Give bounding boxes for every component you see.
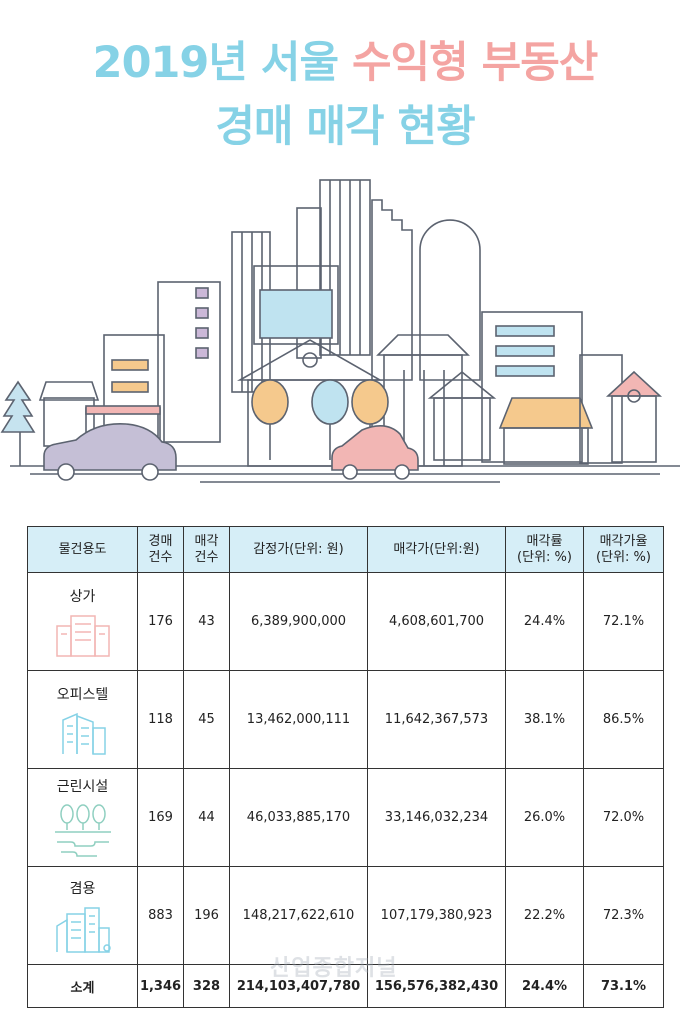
sale-price-value: 4,608,601,700 xyxy=(367,572,506,671)
category-cell: 상가 xyxy=(27,572,138,671)
price-rate-value: 72.3% xyxy=(583,866,664,965)
sold-count: 45 xyxy=(183,670,230,769)
sold-count: 43 xyxy=(183,572,230,671)
total-auction-count: 1,346 xyxy=(137,964,184,1008)
auction-summary-table: 물건용도 경매 건수 매각 건수 감정가(단위: 원) 매각가(단위:원) 매각률(… xyxy=(27,526,664,1008)
appraisal-value: 13,462,000,111 xyxy=(229,670,368,769)
header-auction-count: 경매 건수 xyxy=(137,526,184,573)
sale-price-value: 11,642,367,573 xyxy=(367,670,506,769)
appraisal-value: 6,389,900,000 xyxy=(229,572,368,671)
total-appraisal: 214,103,407,780 xyxy=(229,964,368,1008)
store-building-icon xyxy=(55,614,110,657)
sale-rate-value: 26.0% xyxy=(505,768,584,867)
table-total-row: 소계 1,346 328 214,103,407,780 156,576,382… xyxy=(27,964,664,1008)
watermark: 산업종합저널 xyxy=(270,956,398,981)
category-label: 겸용 xyxy=(69,880,96,897)
total-price-rate: 73.1% xyxy=(583,964,664,1008)
price-rate-value: 72.1% xyxy=(583,572,664,671)
mixed-use-building-icon xyxy=(55,906,111,953)
category-label: 상가 xyxy=(69,588,96,605)
header-sale-price: 매각가(단위:원) xyxy=(367,526,506,573)
header-appraisal: 감정가(단위: 원) xyxy=(229,526,368,573)
sale-rate-value: 38.1% xyxy=(505,670,584,769)
title-pink-part: 수익형 부동산 xyxy=(351,38,598,88)
table-row: 겸용 883 196 148,217,622,610 107,179,380,9… xyxy=(27,866,664,965)
officetel-building-icon xyxy=(61,712,106,755)
table-row: 상가 176 43 6,389,900,000 4,608,601,700 24… xyxy=(27,572,664,671)
header-price-rate: 매각가율 (단위: %) xyxy=(583,526,664,573)
total-sale-price: 156,576,382,430 xyxy=(367,964,506,1008)
auction-count: 118 xyxy=(137,670,184,769)
total-sale-rate: 24.4% xyxy=(505,964,584,1008)
total-label: 소계 xyxy=(27,964,138,1008)
category-cell: 근린시설 xyxy=(27,768,138,867)
appraisal-value: 46,033,885,170 xyxy=(229,768,368,867)
sold-count: 196 xyxy=(183,866,230,965)
table-row: 근린시설 169 44 46,033,885,170 33,146,032,23… xyxy=(27,768,664,867)
header-category: 물건용도 xyxy=(27,526,138,573)
auction-count: 883 xyxy=(137,866,184,965)
page-title-line2: 경매 매각 현황 xyxy=(215,102,475,152)
appraisal-value: 148,217,622,610 xyxy=(229,866,368,965)
auction-count: 176 xyxy=(137,572,184,671)
neighborhood-facility-icon xyxy=(54,803,111,857)
auction-count: 169 xyxy=(137,768,184,867)
category-label: 근린시설 xyxy=(56,778,109,795)
page-title-line1: 2019년 서울 수익형 부동산 xyxy=(0,28,690,90)
header-sale-rate: 매각률 (단위: %) xyxy=(505,526,584,573)
sale-price-value: 107,179,380,923 xyxy=(367,866,506,965)
table-header-row: 물건용도 경매 건수 매각 건수 감정가(단위: 원) 매각가(단위:원) 매각률(… xyxy=(27,526,664,573)
category-label: 오피스텔 xyxy=(56,686,109,703)
price-rate-value: 72.0% xyxy=(583,768,664,867)
sale-rate-value: 24.4% xyxy=(505,572,584,671)
city-skyline-illustration xyxy=(0,179,680,483)
total-sold-count: 328 xyxy=(183,964,230,1008)
category-cell: 오피스텔 xyxy=(27,670,138,769)
price-rate-value: 86.5% xyxy=(583,670,664,769)
sale-rate-value: 22.2% xyxy=(505,866,584,965)
category-cell: 겸용 xyxy=(27,866,138,965)
header-sold-count: 매각 건수 xyxy=(183,526,230,573)
sold-count: 44 xyxy=(183,768,230,867)
title-blue-part: 2019년 서울 xyxy=(92,38,339,88)
sale-price-value: 33,146,032,234 xyxy=(367,768,506,867)
table-row: 오피스텔 118 45 13,462,000,111 11,642,367,57… xyxy=(27,670,664,769)
